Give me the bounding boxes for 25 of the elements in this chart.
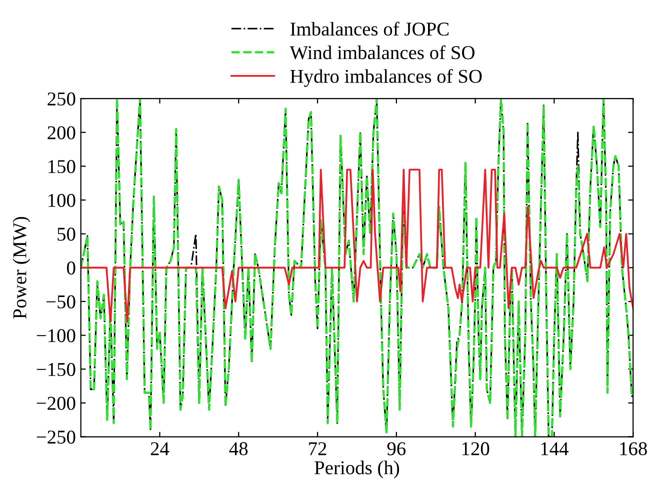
y-axis-title: Power (MW) <box>12 216 30 319</box>
x-tick-label: 24 <box>150 442 170 456</box>
y-tick-label: 250 <box>48 92 76 106</box>
y-tick-label: −100 <box>36 329 76 342</box>
line-series <box>80 168 634 323</box>
y-tick-label: −50 <box>46 295 76 308</box>
x-axis-title: Periods (h) <box>314 460 400 478</box>
x-tick-label: 120 <box>462 442 490 456</box>
x-tick-label: 144 <box>541 442 568 456</box>
y-tick-label: 200 <box>48 126 76 140</box>
x-tick-label: 72 <box>309 442 326 456</box>
y-tick-label: 50 <box>58 228 76 241</box>
y-tick-label: −150 <box>36 362 76 376</box>
x-tick-label: 48 <box>229 442 248 456</box>
y-tick-label: 150 <box>48 160 76 174</box>
line-series <box>80 98 634 437</box>
legend-label: Wind imbalances of SO <box>290 45 474 60</box>
legend-label: Hydro imbalances of SO <box>290 69 482 87</box>
y-tick-label: 0 <box>67 261 76 275</box>
y-tick-label: −200 <box>36 396 76 410</box>
y-tick-label: −250 <box>36 430 76 444</box>
x-tick-label: 168 <box>620 442 647 456</box>
x-tick-label: 96 <box>387 442 406 456</box>
y-tick-label: 100 <box>48 194 76 207</box>
legend-label: Imbalances of JOPC <box>290 22 449 36</box>
